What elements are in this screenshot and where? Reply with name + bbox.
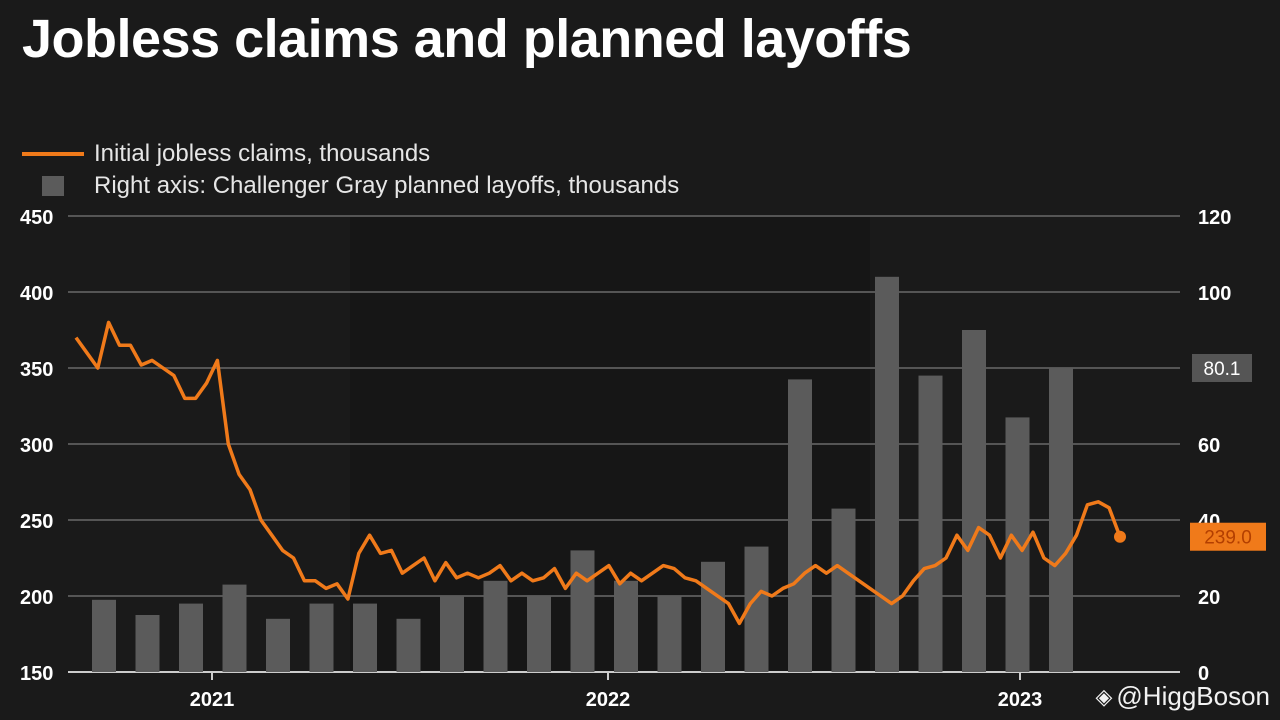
layoff-bar bbox=[222, 584, 247, 672]
y-left-tick-label: 350 bbox=[20, 359, 53, 381]
layoff-bar bbox=[483, 580, 508, 672]
legend-line-swatch bbox=[22, 152, 84, 156]
y-right-tick-label: 100 bbox=[1198, 283, 1231, 305]
layoff-bar bbox=[353, 603, 377, 672]
legend: Initial jobless claims, thousands Right … bbox=[22, 138, 679, 202]
layoff-bar bbox=[396, 618, 421, 672]
layoff-bar bbox=[179, 603, 203, 672]
diamond-logo-icon: ◈ bbox=[1095, 683, 1113, 709]
last-line-label: 239.0 bbox=[1204, 528, 1252, 549]
x-tick-label: 2023 bbox=[998, 689, 1043, 711]
watermark: ◈ @HiggBoson bbox=[1095, 681, 1270, 712]
watermark-text: @HiggBoson bbox=[1116, 681, 1270, 711]
y-right-tick-label: 0 bbox=[1198, 663, 1209, 685]
layoff-bar bbox=[309, 603, 334, 672]
last-line-label-box bbox=[1190, 522, 1266, 551]
layoff-bar bbox=[962, 330, 986, 672]
layoff-bar bbox=[266, 618, 290, 672]
y-left-tick-label: 200 bbox=[20, 587, 53, 609]
last-bar-label-box bbox=[1192, 354, 1252, 382]
legend-bar-swatch bbox=[42, 176, 64, 196]
claims-last-point bbox=[1114, 530, 1126, 543]
layoff-bar bbox=[1049, 368, 1073, 672]
y-right-tick-label: 120 bbox=[1198, 207, 1231, 229]
last-bar-label: 80.1 bbox=[1204, 359, 1241, 380]
chart-title: Jobless claims and planned layoffs bbox=[22, 9, 912, 69]
claims-line bbox=[74, 320, 1122, 626]
y-right-tick-label: 20 bbox=[1198, 587, 1220, 609]
layoff-bar bbox=[135, 615, 160, 672]
y-right-tick-label: 60 bbox=[1198, 435, 1220, 457]
y-left-tick-label: 250 bbox=[20, 511, 53, 533]
layoff-bar bbox=[875, 276, 899, 672]
x-tick-label: 2021 bbox=[190, 689, 235, 711]
y-left-tick-label: 400 bbox=[20, 283, 53, 305]
y-left-tick-label: 150 bbox=[20, 663, 53, 685]
legend-item-layoffs: Right axis: Challenger Gray planned layo… bbox=[22, 170, 679, 202]
layoff-bar bbox=[788, 379, 812, 672]
layoff-bar bbox=[614, 580, 638, 672]
layoff-bar bbox=[92, 599, 116, 672]
layoff-bar bbox=[831, 508, 856, 672]
layoff-bar bbox=[657, 596, 682, 672]
layoff-bar bbox=[440, 596, 464, 672]
layoff-bar bbox=[570, 550, 595, 672]
legend-item-claims: Initial jobless claims, thousands bbox=[22, 138, 679, 170]
y-left-tick-label: 300 bbox=[20, 435, 53, 457]
y-left-tick-label: 450 bbox=[20, 207, 53, 229]
legend-label-layoffs: Right axis: Challenger Gray planned layo… bbox=[94, 172, 680, 199]
layoff-bar bbox=[527, 596, 551, 672]
layoff-bar bbox=[918, 375, 943, 672]
x-tick-label: 2022 bbox=[586, 689, 631, 711]
legend-label-claims: Initial jobless claims, thousands bbox=[94, 140, 431, 167]
layoff-bar bbox=[701, 561, 725, 672]
